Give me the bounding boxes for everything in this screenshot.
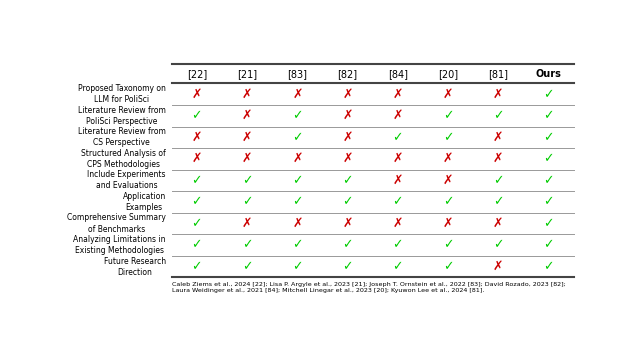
Text: ✓: ✓: [292, 174, 303, 187]
Text: ✗: ✗: [443, 152, 453, 165]
Text: ✓: ✓: [392, 260, 403, 273]
Text: [81]: [81]: [488, 69, 508, 79]
Text: Caleb Ziems et al., 2024 [22]; Lisa P. Argyle et al., 2023 [21]; Joseph T. Ornst: Caleb Ziems et al., 2024 [22]; Lisa P. A…: [172, 282, 566, 293]
Text: ✗: ✗: [493, 260, 504, 273]
Text: Comprehensive Summary
of Benchmarks: Comprehensive Summary of Benchmarks: [67, 213, 166, 234]
Text: ✓: ✓: [292, 239, 303, 252]
Text: ✓: ✓: [543, 195, 554, 208]
Text: ✓: ✓: [191, 260, 202, 273]
Text: ✓: ✓: [342, 174, 353, 187]
Text: Include Experiments
and Evaluations: Include Experiments and Evaluations: [87, 170, 166, 190]
Text: ✗: ✗: [191, 88, 202, 101]
Text: ✗: ✗: [191, 152, 202, 165]
Text: Ours: Ours: [536, 69, 561, 79]
Text: ✓: ✓: [242, 239, 252, 252]
Text: ✓: ✓: [392, 239, 403, 252]
Text: [20]: [20]: [438, 69, 458, 79]
Text: ✓: ✓: [443, 109, 453, 122]
Text: ✓: ✓: [493, 174, 504, 187]
Text: ✓: ✓: [443, 260, 453, 273]
Text: Literature Review from
CS Perspective: Literature Review from CS Perspective: [78, 127, 166, 147]
Text: ✓: ✓: [543, 260, 554, 273]
Text: ✗: ✗: [493, 217, 504, 230]
Text: Proposed Taxonomy on
LLM for PoliSci: Proposed Taxonomy on LLM for PoliSci: [78, 84, 166, 104]
Text: ✓: ✓: [242, 260, 252, 273]
Text: ✓: ✓: [292, 260, 303, 273]
Text: ✗: ✗: [443, 174, 453, 187]
Text: ✗: ✗: [242, 88, 252, 101]
Text: ✗: ✗: [342, 217, 353, 230]
Text: ✗: ✗: [342, 152, 353, 165]
Text: ✗: ✗: [242, 152, 252, 165]
Text: ✓: ✓: [392, 195, 403, 208]
Text: ✗: ✗: [493, 131, 504, 144]
Text: ✓: ✓: [443, 239, 453, 252]
Text: ✗: ✗: [292, 88, 303, 101]
Text: ✗: ✗: [242, 109, 252, 122]
Text: ✓: ✓: [543, 88, 554, 101]
Text: ✓: ✓: [191, 195, 202, 208]
Text: ✓: ✓: [543, 217, 554, 230]
Text: ✓: ✓: [342, 195, 353, 208]
Text: ✓: ✓: [191, 239, 202, 252]
Text: ✗: ✗: [342, 131, 353, 144]
Text: Application
Examples: Application Examples: [122, 192, 166, 212]
Text: [83]: [83]: [287, 69, 307, 79]
Text: ✗: ✗: [443, 217, 453, 230]
Text: ✓: ✓: [443, 195, 453, 208]
Text: ✗: ✗: [392, 217, 403, 230]
Text: ✓: ✓: [342, 239, 353, 252]
Text: [82]: [82]: [337, 69, 358, 79]
Text: ✓: ✓: [292, 109, 303, 122]
Text: ✓: ✓: [392, 131, 403, 144]
Text: [22]: [22]: [187, 69, 207, 79]
Text: ✗: ✗: [342, 88, 353, 101]
Text: ✓: ✓: [191, 109, 202, 122]
Text: ✗: ✗: [292, 217, 303, 230]
Text: ✓: ✓: [191, 217, 202, 230]
Text: ✓: ✓: [443, 131, 453, 144]
Text: ✗: ✗: [392, 174, 403, 187]
Text: Structured Analysis of
CPS Methodologies: Structured Analysis of CPS Methodologies: [81, 149, 166, 169]
Text: ✗: ✗: [392, 88, 403, 101]
Text: ✓: ✓: [543, 131, 554, 144]
Text: ✗: ✗: [392, 109, 403, 122]
Text: ✓: ✓: [543, 109, 554, 122]
Text: ✓: ✓: [493, 195, 504, 208]
Text: ✓: ✓: [342, 260, 353, 273]
Text: ✗: ✗: [443, 88, 453, 101]
Text: ✓: ✓: [493, 109, 504, 122]
Text: ✓: ✓: [242, 174, 252, 187]
Text: Future Research
Direction: Future Research Direction: [104, 257, 166, 277]
Text: ✓: ✓: [292, 195, 303, 208]
Text: ✗: ✗: [493, 152, 504, 165]
Text: ✗: ✗: [392, 152, 403, 165]
Text: ✗: ✗: [242, 131, 252, 144]
Text: ✗: ✗: [191, 131, 202, 144]
Text: ✓: ✓: [493, 239, 504, 252]
Text: ✗: ✗: [493, 88, 504, 101]
Text: ✓: ✓: [191, 174, 202, 187]
Text: [84]: [84]: [388, 69, 408, 79]
Text: Analyzing Limitations in
Existing Methodologies: Analyzing Limitations in Existing Method…: [74, 235, 166, 255]
Text: ✗: ✗: [342, 109, 353, 122]
Text: ✓: ✓: [543, 174, 554, 187]
Text: ✗: ✗: [292, 152, 303, 165]
Text: ✗: ✗: [242, 217, 252, 230]
Text: Literature Review from
PoliSci Perspective: Literature Review from PoliSci Perspecti…: [78, 106, 166, 126]
Text: ✓: ✓: [543, 152, 554, 165]
Text: ✓: ✓: [242, 195, 252, 208]
Text: ✓: ✓: [543, 239, 554, 252]
Text: [21]: [21]: [237, 69, 257, 79]
Text: ✓: ✓: [292, 131, 303, 144]
